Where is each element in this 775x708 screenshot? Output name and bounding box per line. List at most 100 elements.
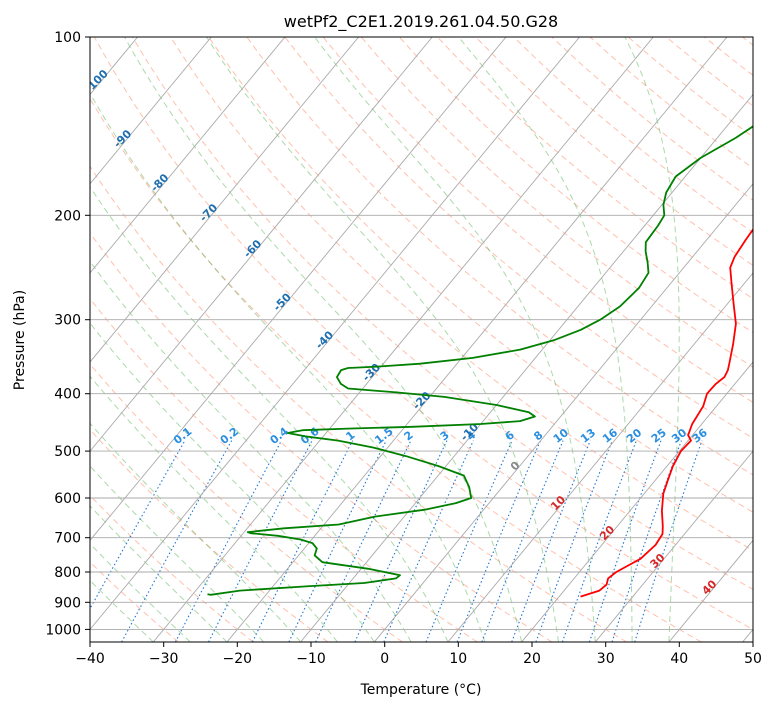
y-tick-label: 600 [54,491,81,507]
mixing-ratio-line [208,440,313,642]
isotherm-line [90,37,507,542]
isotherm-line [300,93,753,642]
temperature-profile-line [580,227,753,598]
dry-adiabat-line [90,363,403,642]
x-tick-label: 0 [380,651,389,667]
dry-adiabat-line [665,37,753,107]
dewpoint-profile-line [207,125,753,596]
mixing-ratio-label: 8 [531,428,545,443]
dry-adiabat-line [322,37,753,403]
isotherm-line [742,628,753,642]
dry-adiabat-line [704,37,753,76]
dry-adiabat-line [513,37,753,234]
x-tick-label: −10 [296,651,326,667]
moist-adiabat-line [90,579,154,642]
y-tick-label: 100 [54,30,81,46]
mixing-ratio-line [425,440,513,642]
moist-adiabat-line [90,92,486,642]
x-tick-label: 40 [670,651,688,667]
dry-adiabat-line [90,297,478,642]
mixing-ratio-label: 0.1 [171,425,194,447]
plot-area: 0.1 0.2 0.4 0.6 1 1.5 2 3 4 6 8 10 13 16 20 25 30 36-100-… [0,37,753,642]
isotherm-line [594,450,753,642]
dry-adiabat-line [475,37,753,266]
mixing-ratio-line [456,440,542,642]
mixing-ratio-line [588,440,662,642]
mixing-ratio-label: 36 [690,426,710,446]
moist-adiabat-line [458,37,633,642]
moist-adiabat-line [90,465,265,642]
mixing-ratio-line [90,440,186,610]
isotherm-line [373,183,753,642]
moist-adiabat-line [90,186,449,642]
dry-adiabat-line [589,37,753,169]
y-tick-label: 700 [54,531,81,547]
y-tick-label: 900 [54,595,81,611]
mixing-ratio-line [251,440,354,642]
isotherm-line [0,37,64,642]
moist-adiabat-label: 10 [548,493,568,513]
mixing-ratio-label: 3 [438,428,452,443]
mixing-ratio-label: 6 [503,428,517,443]
dry-adiabat-label: -90 [111,127,134,150]
mixing-ratio-label: 0.2 [218,425,241,447]
dry-adiabat-line [551,37,753,201]
dry-adiabat-line [90,97,702,642]
x-tick-label: −40 [75,651,105,667]
x-axis-label: Temperature (°C) [360,682,482,698]
y-tick-label: 800 [54,565,81,581]
isotherm-line [152,37,654,642]
dry-adiabat-line [246,37,753,476]
dry-adiabat-label: -80 [148,171,171,194]
mixing-ratio-label: 13 [578,426,598,446]
moist-adiabat-label: 20 [597,523,617,543]
isotherm-line [90,37,433,452]
moist-adiabat-line [124,37,523,642]
dry-adiabat-line [90,232,553,642]
y-tick-label: 300 [54,313,81,329]
moist-adiabat-line [90,322,375,642]
mixing-ratio-label: 25 [649,426,669,446]
dry-adiabat-line [90,494,254,642]
moist-adiabat-label: 40 [699,577,719,597]
mixing-ratio-label: 0.4 [268,425,292,447]
mixing-ratio-line [535,440,613,642]
isotherm-line [521,361,753,642]
y-tick-label: 1000 [45,622,81,638]
x-tick-label: −30 [149,651,179,667]
dry-adiabat-label: -100 [82,67,111,96]
y-axis-label: Pressure (hPa) [12,290,28,390]
isotherm-line [90,37,286,274]
moist-adiabat-line [624,37,680,642]
chart-title: wetPf2_C2E1.2019.261.04.50.G28 [284,12,558,32]
moist-adiabat-label: 30 [648,551,668,571]
dry-adiabat-line [284,37,753,439]
dry-adiabat-label: -70 [197,201,220,224]
isotherm-line [226,37,728,642]
y-tick-label: 400 [54,387,81,403]
mixing-ratio-line [561,440,637,642]
moist-adiabat-line [90,505,228,642]
x-tick-label: 50 [744,651,762,667]
isotherm-line [668,539,753,642]
moist-adiabat-line [314,37,596,642]
x-tick-label: 10 [449,651,467,667]
mixing-ratio-line [634,440,703,642]
dry-adiabat-line [360,37,753,368]
dry-adiabat-label: -20 [410,389,433,412]
dry-adiabat-line [170,37,753,551]
mixing-ratio-line [121,440,233,642]
dry-adiabat-label: -50 [271,290,294,313]
moist-adiabat-line [90,260,412,642]
isotherm-line [447,272,753,642]
dry-adiabat-line [90,428,329,642]
moist-adiabat-line [90,543,191,642]
mixing-ratio-line [354,440,448,642]
dry-adiabat-label: -60 [241,237,264,260]
mixing-ratio-label: 1 [343,428,357,443]
y-tick-label: 200 [54,208,81,224]
y-tick-label: 500 [54,444,81,460]
mixing-ratio-line [174,440,282,642]
mixing-ratio-label: 16 [600,426,620,446]
